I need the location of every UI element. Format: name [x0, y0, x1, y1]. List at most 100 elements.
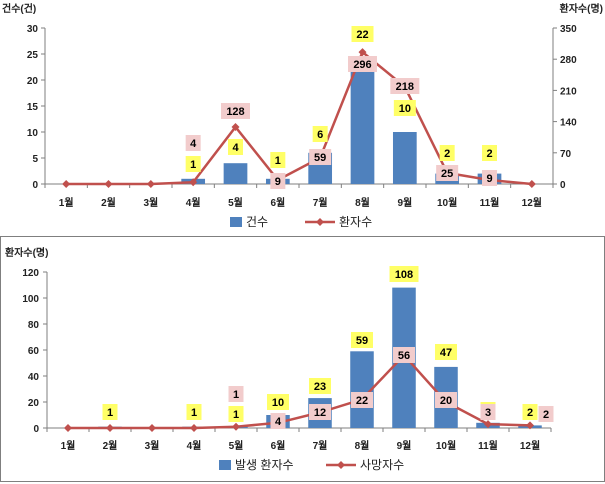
x-tick-label: 11월 [478, 440, 498, 452]
line-patients-point [231, 122, 240, 131]
line-deaths-value: 20 [440, 395, 452, 407]
line-deaths-value-bg [480, 404, 496, 420]
bar-patients [350, 351, 374, 428]
bar-cases-value-bg [185, 156, 201, 172]
line-deaths-point [484, 420, 492, 429]
x-tick-label: 5월 [228, 197, 243, 209]
line-deaths-value-bg [228, 386, 244, 402]
bar-cases-value-bg [393, 100, 416, 116]
bar-cases-value: 4 [232, 142, 239, 154]
line-patients-value: 9 [275, 176, 281, 188]
line-deaths-value-bg [309, 404, 331, 420]
bar-cases-value-bg [482, 145, 497, 161]
line-deaths-value: 3 [485, 407, 491, 419]
line-deaths-value: 12 [314, 407, 326, 419]
x-tick-label: 8월 [355, 197, 370, 209]
x-tick-label: 5월 [229, 440, 244, 452]
bar-patients-value: 10 [272, 397, 284, 409]
x-tick-label: 4월 [187, 440, 202, 452]
y-left-tick-label: 30 [27, 24, 39, 35]
bar-cases [223, 163, 248, 184]
bar-cases-value: 6 [317, 129, 323, 141]
bar-patients-value: 47 [440, 347, 452, 359]
line-deaths-value: 2 [543, 409, 549, 421]
bar-patients-value: 1 [233, 409, 239, 421]
line-patients-value: 25 [441, 168, 453, 180]
bar-patients-value: 23 [314, 381, 326, 393]
x-tick-label: 3월 [143, 197, 158, 209]
x-tick-label: 10월 [437, 197, 457, 209]
line-deaths-value-bg [393, 347, 415, 363]
bar-cases [350, 69, 375, 184]
y-tick-label: 80 [28, 320, 40, 331]
line-patients-value: 218 [396, 81, 414, 93]
x-tick-label: 8월 [355, 440, 370, 452]
x-tick-label: 2월 [103, 440, 118, 452]
y-axis-title: 환자수(명) [5, 246, 48, 259]
y-tick-label: 0 [33, 424, 39, 435]
line-patients-value: 128 [226, 106, 244, 118]
line-deaths-point [106, 424, 114, 432]
legend-label-patients: 환자수 [339, 215, 372, 229]
bar-patients-value: 108 [395, 269, 413, 281]
y-left-tick-label: 10 [27, 128, 39, 139]
legend-label-cases: 건수 [246, 215, 268, 229]
line-patients-value: 296 [353, 59, 371, 71]
y-tick-label: 60 [28, 346, 40, 357]
bar-patients-value-bg [351, 332, 373, 348]
patient-count-chart: 환자수(명) 0 20 40 60 80 100 120 1월 2월 3월 4월 5월 6월 7월 8월 9월 1… [0, 236, 605, 482]
x-tick-label: 7월 [313, 440, 328, 452]
y-left-tick-label: 20 [27, 76, 39, 87]
y-tick-label: 100 [22, 294, 39, 305]
line-patients-value-bg [390, 78, 420, 94]
y-left-tick-label: 5 [32, 154, 38, 165]
bar-patients-value-bg [309, 378, 331, 394]
line-patients-value-bg [436, 165, 459, 181]
line-patients-value: 4 [190, 138, 197, 150]
legend-marker-deaths [337, 461, 345, 469]
line-patients-value: 9 [486, 173, 492, 185]
bar-patients-value-bg [389, 266, 419, 282]
bar-cases-value: 1 [275, 155, 281, 167]
line-deaths-point [64, 424, 72, 432]
y-tick-label: 20 [28, 398, 40, 409]
x-tick-label: 6월 [271, 440, 286, 452]
x-tick-label: 9월 [397, 440, 412, 452]
line-patients-value-bg [185, 135, 201, 151]
line-patients-value-bg [221, 103, 250, 119]
bar-cases-value-bg [270, 152, 286, 168]
case-count-chart-svg: 건수(건) 환자수(명)0510152025300701402102803501월… [2, 2, 603, 229]
line-patients-value-bg [309, 149, 332, 165]
y-axis-left-title: 건수(건) [2, 2, 36, 15]
bar-patients-value-bg [228, 406, 244, 422]
line-patients-value-bg [482, 170, 497, 186]
x-tick-label: 1월 [61, 440, 76, 452]
line-deaths-value-bg [270, 413, 286, 429]
x-tick-label: 3월 [145, 440, 160, 452]
line-patients [66, 50, 532, 186]
bar-cases-value: 2 [444, 148, 450, 160]
line-patients-point [146, 180, 155, 188]
x-tick-label: 6월 [270, 197, 285, 209]
bar-cases-value: 1 [190, 159, 196, 171]
bar-cases [392, 132, 417, 184]
x-tick-label: 10월 [436, 440, 456, 452]
line-deaths-value-bg [538, 406, 554, 422]
y-right-tick-label: 350 [560, 24, 577, 35]
y-right-tick-label: 140 [560, 118, 577, 129]
line-deaths-value: 4 [275, 416, 282, 428]
bar-patients-value-bg [102, 404, 118, 420]
line-deaths-point [526, 421, 534, 430]
bar-patients-value: 1 [191, 407, 197, 419]
x-tick-label: 11월 [480, 197, 500, 209]
x-tick-label: 7월 [313, 197, 328, 209]
line-deaths-point [190, 424, 198, 432]
bar-cases-value: 2 [486, 148, 492, 160]
line-deaths-value: 1 [233, 389, 239, 401]
bar-cases-value: 10 [399, 103, 411, 115]
line-patients-value-bg [348, 56, 377, 72]
bar-patients-value: 2 [527, 407, 533, 419]
bar-patients-value: 59 [356, 335, 368, 347]
y-right-tick-label: 210 [560, 86, 577, 97]
legend-marker-patients [316, 218, 324, 226]
